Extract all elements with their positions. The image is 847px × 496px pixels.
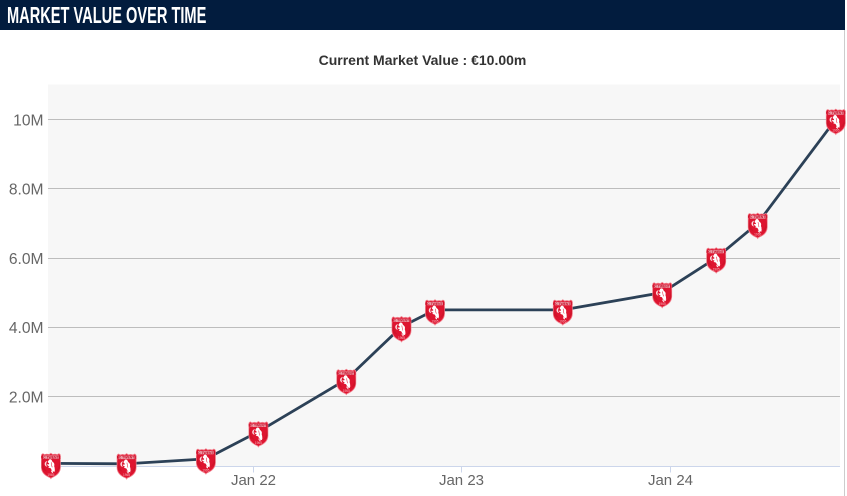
svg-text:2.0M: 2.0M xyxy=(9,390,44,407)
svg-text:Jan 24: Jan 24 xyxy=(648,472,693,489)
svg-text:Jan 22: Jan 22 xyxy=(231,472,276,489)
svg-text:4.0M: 4.0M xyxy=(9,320,44,337)
svg-text:6.0M: 6.0M xyxy=(9,251,44,268)
svg-text:10M: 10M xyxy=(13,112,43,129)
svg-text:8.0M: 8.0M xyxy=(9,182,44,199)
svg-text:Jan 23: Jan 23 xyxy=(439,472,484,489)
